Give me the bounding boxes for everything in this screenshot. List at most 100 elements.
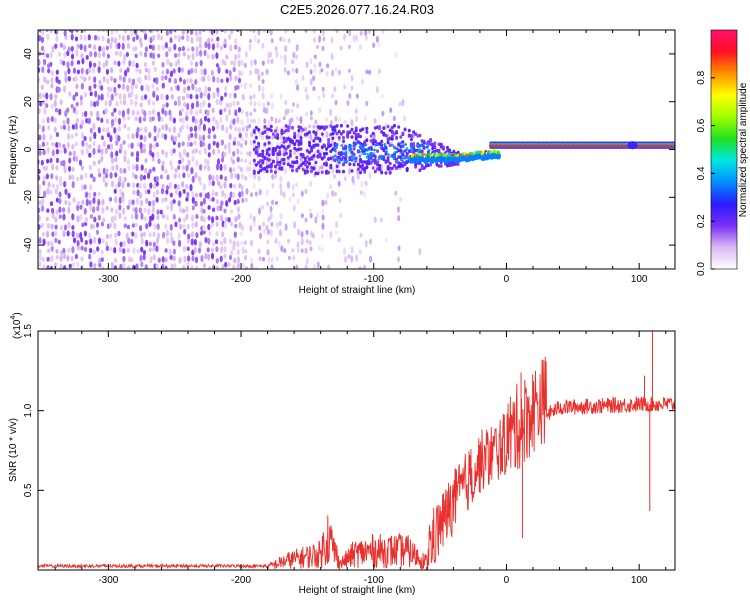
spectrogram-cell xyxy=(123,54,127,61)
spectrogram-cell xyxy=(225,69,229,74)
spectrogram-cell xyxy=(342,135,345,140)
spectrogram-cell xyxy=(291,168,294,173)
spectrogram-cell xyxy=(47,248,51,253)
spectrogram-cell xyxy=(265,68,269,75)
spectrogram-cell xyxy=(364,148,368,151)
spectrogram-cell xyxy=(187,69,191,76)
spectrogram-cell xyxy=(130,90,134,98)
spectrogram-cell xyxy=(237,213,241,220)
spectrogram-cell xyxy=(241,246,245,254)
spectrogram-cell xyxy=(181,141,185,147)
spectrogram-cell xyxy=(257,100,261,108)
spectrogram-cell xyxy=(93,131,97,140)
spectrogram-cell xyxy=(79,99,83,106)
spectrogram-cell xyxy=(270,38,274,44)
spectrogram-cell xyxy=(126,107,130,115)
spectrogram-cell xyxy=(240,241,244,246)
spectrogram-cell xyxy=(162,103,166,109)
spectrogram-cell xyxy=(51,142,55,147)
spectrogram-cell xyxy=(55,183,60,191)
spectrogram-cell xyxy=(131,172,135,179)
spectrogram-cell xyxy=(299,126,303,130)
spectrogram-cell xyxy=(210,30,214,36)
spectrogram-cell xyxy=(252,182,256,189)
spectrogram-cell xyxy=(161,70,165,75)
spectrogram-cell xyxy=(122,140,126,145)
spectrogram-cell xyxy=(83,91,87,98)
spectrogram-cell xyxy=(109,86,113,93)
spectrogram-cell xyxy=(157,111,161,117)
spectrogram-cell xyxy=(198,241,202,248)
spectrogram-cell xyxy=(94,90,98,98)
spectrogram-cell xyxy=(198,109,202,114)
spectrogram-cell xyxy=(55,141,59,148)
spectrogram-cell xyxy=(186,93,190,99)
spectrogram-cell xyxy=(67,46,71,52)
spectrogram-cell xyxy=(134,174,138,180)
spectrogram-cell xyxy=(314,171,318,176)
spectrogram-cell xyxy=(276,133,280,137)
spectrogram-cell xyxy=(70,53,75,60)
spectrogram-cell xyxy=(386,124,390,129)
spectrogram-cell xyxy=(128,77,132,84)
spectrogram-cell xyxy=(126,42,131,50)
spectrogram-cell xyxy=(76,69,80,75)
spectrogram-cell xyxy=(199,192,203,198)
spectrogram-cell xyxy=(284,128,288,133)
spectrogram-cell xyxy=(114,156,118,163)
spectrogram-cell xyxy=(244,158,248,163)
spectrogram-cell xyxy=(115,140,119,146)
spectrogram-cell xyxy=(190,167,194,175)
spectrogram-cell xyxy=(329,119,333,125)
spectrogram-cell xyxy=(383,144,387,148)
spectrogram-cell xyxy=(202,197,206,205)
spectrogram-cell xyxy=(132,36,136,42)
spectrogram-cell xyxy=(320,170,324,174)
spectrogram-cell xyxy=(232,140,236,146)
spectrogram-cell xyxy=(89,50,93,58)
spectrogram-cell xyxy=(55,175,59,181)
spectrogram-cell xyxy=(118,204,122,211)
spectrogram-cell xyxy=(345,160,349,163)
spectrogram-cell xyxy=(93,76,97,84)
spectrogram-cell xyxy=(138,68,142,75)
spectrogram-cell xyxy=(203,68,207,76)
spectrogram-cell xyxy=(343,33,346,41)
spectrogram-cell xyxy=(359,134,362,139)
spectrogram-cell xyxy=(105,234,110,239)
spectrogram-cell xyxy=(390,155,393,158)
spectrogram-cell xyxy=(364,240,368,248)
spectrogram-cell xyxy=(381,110,385,117)
spectrogram-cell xyxy=(134,222,138,228)
spectrogram-cell xyxy=(212,140,216,146)
spectrogram-cell xyxy=(147,98,151,106)
spectrogram-cell xyxy=(89,173,94,179)
spectrogram-cell xyxy=(75,49,79,57)
spectrogram-cell xyxy=(355,115,358,123)
spectrogram-cell xyxy=(80,256,84,262)
spectrogram-cell xyxy=(238,132,242,139)
spectrogram-cell xyxy=(102,50,106,58)
spectrogram-cell xyxy=(168,46,172,53)
spectrogram-cell xyxy=(305,165,309,169)
spectrogram-cell xyxy=(244,175,248,181)
spectrogram-cell xyxy=(215,215,219,221)
spectrogram-cell xyxy=(194,67,198,74)
spectrogram-cell xyxy=(144,167,148,174)
spectrogram-cell xyxy=(55,86,59,94)
spectrogram-cell xyxy=(109,172,113,179)
spectrogram-cell xyxy=(212,241,216,247)
spectrogram-cell xyxy=(240,190,244,197)
spectrogram-cell xyxy=(41,125,45,133)
spectrogram-cell xyxy=(400,141,403,145)
spectrogram-cell xyxy=(49,157,53,164)
spectrogram-cell xyxy=(58,198,62,205)
spectrogram-cell xyxy=(207,118,211,123)
spectrogram-cell xyxy=(224,261,228,268)
spectrogram-cell xyxy=(76,245,80,251)
spectrogram-cell xyxy=(286,128,290,133)
spectrogram-cell xyxy=(59,224,64,231)
spectrogram-cell xyxy=(132,182,136,189)
spectrogram-cell xyxy=(51,207,55,214)
spectrogram-cell xyxy=(219,204,223,212)
